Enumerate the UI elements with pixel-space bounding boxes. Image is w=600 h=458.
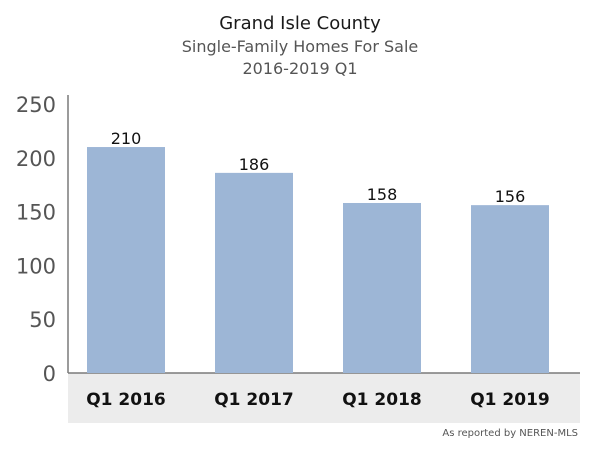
data-label: 156 [495,187,526,206]
y-tick-label: 0 [43,362,56,386]
x-tick-label: Q1 2018 [342,390,422,410]
y-tick-label: 150 [16,201,56,225]
chart-subtitle-period: 2016-2019 Q1 [242,59,358,78]
chart-titles: Grand Isle County Single-Family Homes Fo… [0,12,600,80]
x-tick-label: Q1 2016 [86,390,166,410]
y-tick-label: 50 [29,308,56,332]
x-tick-label: Q1 2017 [214,390,294,410]
y-tick-label: 200 [16,147,56,171]
y-tick-label: 100 [16,254,56,278]
data-label: 158 [367,185,398,204]
bar [471,205,549,373]
bar [215,172,293,373]
y-tick-label: 250 [16,93,56,117]
bar [87,147,165,373]
bar [343,202,421,373]
category-band [68,373,580,423]
data-label: 210 [111,129,142,148]
data-label: 186 [239,155,270,174]
x-tick-label: Q1 2019 [470,390,550,410]
chart-subtitle: Single-Family Homes For Sale [181,37,419,56]
source-note: As reported by NEREN-MLS [442,428,578,439]
chart-title: Grand Isle County [219,13,381,34]
